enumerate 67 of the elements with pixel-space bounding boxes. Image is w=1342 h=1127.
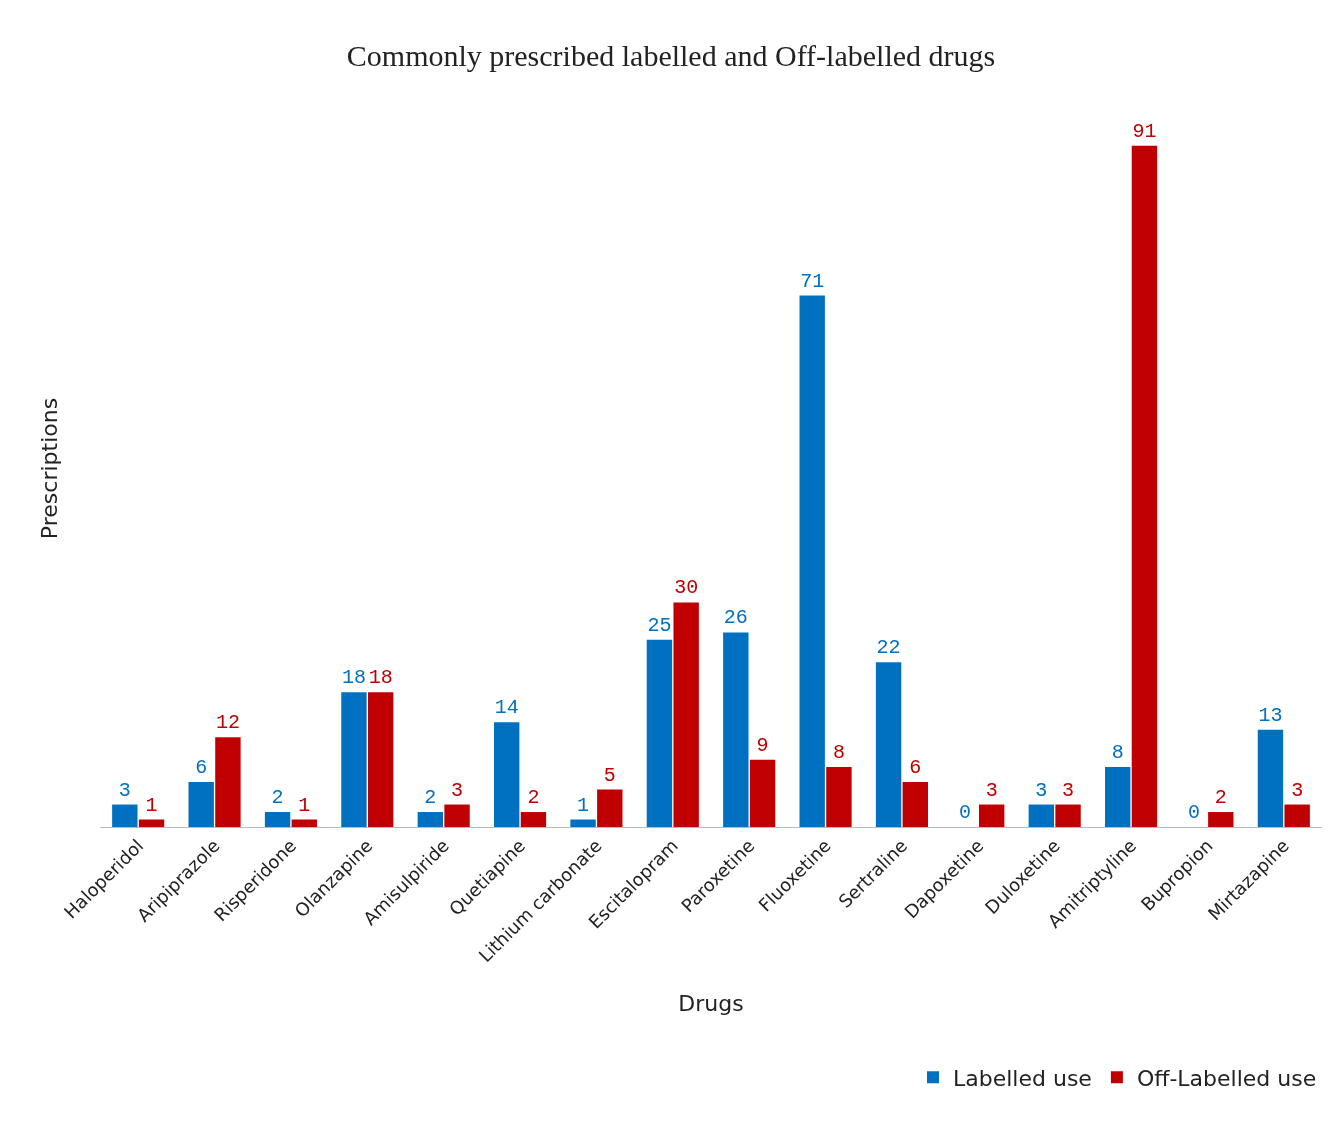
bar	[138, 819, 165, 827]
legend-label: Off-Labelled use	[1136, 1065, 1317, 1091]
data-label: 71	[800, 269, 825, 293]
bar	[1284, 804, 1310, 827]
data-label: 3	[1062, 778, 1075, 802]
data-label: 18	[341, 666, 366, 690]
data-label: 18	[368, 666, 393, 690]
bar	[188, 782, 214, 827]
bar	[417, 812, 444, 827]
data-label: 0	[958, 801, 971, 824]
data-label: 3	[451, 778, 464, 802]
data-label: 26	[723, 606, 748, 630]
data-label: 1	[145, 793, 158, 817]
data-label: 9	[756, 733, 769, 757]
data-label: 1	[577, 793, 590, 817]
data-label: 3	[1035, 778, 1048, 802]
data-label: 12	[215, 711, 240, 735]
data-label: 2	[424, 786, 437, 810]
data-label: 30	[674, 576, 699, 600]
x-axis-title: Drugs	[678, 991, 744, 1017]
bar	[902, 782, 928, 827]
bar	[341, 692, 367, 827]
chart-title: Commonly prescribed labelled and Off-labelled drugs	[346, 39, 996, 73]
data-label: 3	[1291, 778, 1304, 802]
data-label: 2	[527, 786, 540, 810]
data-label: 1	[298, 793, 311, 817]
bar	[1208, 812, 1234, 827]
bar	[520, 812, 547, 827]
data-label: 2	[1214, 786, 1227, 810]
bar	[444, 804, 470, 827]
bar	[367, 692, 394, 827]
bar	[799, 295, 825, 827]
data-label: 91	[1132, 119, 1157, 143]
bar	[494, 722, 520, 827]
bar	[1028, 804, 1055, 827]
bar	[1055, 804, 1081, 827]
bar	[646, 639, 673, 827]
bar	[112, 804, 138, 827]
data-label: 13	[1258, 703, 1283, 727]
data-label: 3	[985, 778, 998, 802]
data-label: 2	[271, 786, 284, 810]
bar	[978, 804, 1005, 827]
bar	[826, 767, 852, 827]
bar	[291, 819, 317, 827]
bar	[749, 759, 776, 827]
bar	[597, 789, 623, 827]
bar	[1257, 729, 1284, 827]
data-label: 14	[494, 696, 519, 720]
bar	[215, 737, 241, 827]
bar	[673, 602, 699, 827]
data-label: 0	[1188, 801, 1201, 824]
bar	[570, 819, 596, 827]
data-label: 5	[603, 763, 616, 787]
data-label: 22	[876, 636, 901, 660]
data-label: 8	[832, 741, 845, 765]
bar	[1105, 767, 1131, 827]
data-label: 6	[195, 756, 208, 780]
y-axis-title: Prescriptions	[37, 397, 62, 540]
legend-label: Labelled use	[953, 1065, 1092, 1091]
data-label: 3	[118, 778, 131, 802]
data-label: 6	[909, 756, 922, 780]
data-label: 25	[647, 613, 672, 637]
data-label: 8	[1111, 741, 1124, 765]
bar	[1131, 145, 1158, 827]
bar	[723, 632, 749, 827]
bar	[875, 662, 902, 827]
bar	[264, 812, 291, 827]
